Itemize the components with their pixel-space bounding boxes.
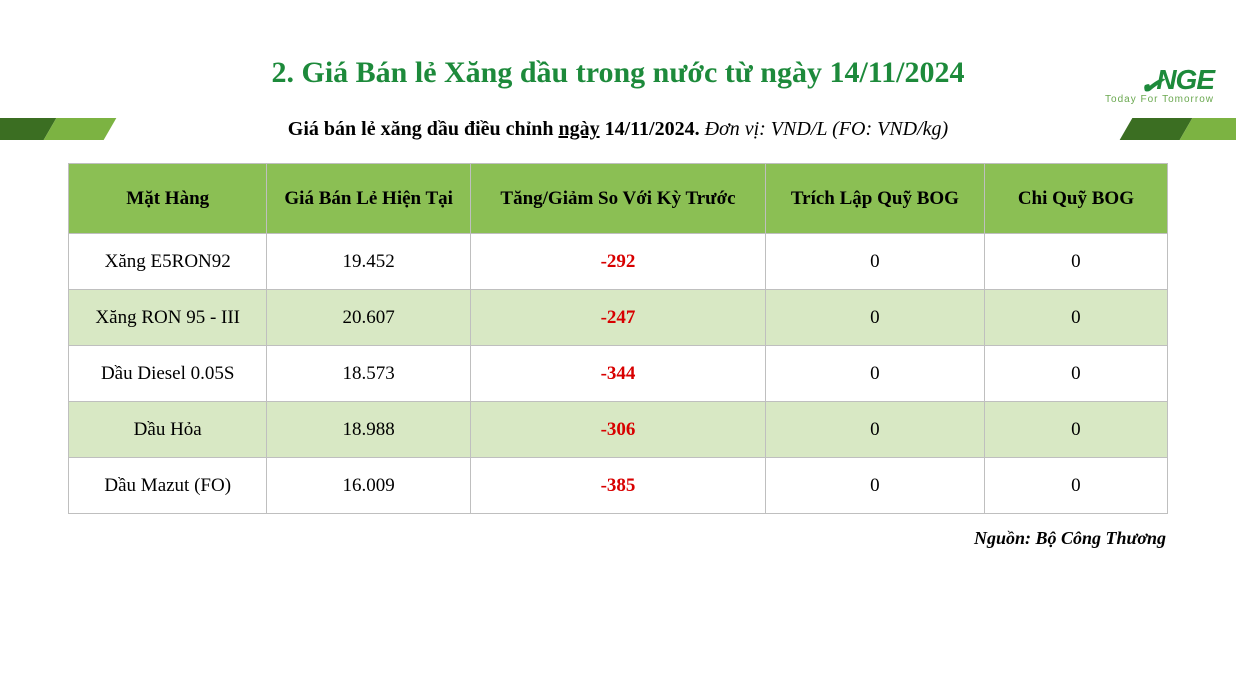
table-cell: 0 bbox=[984, 234, 1167, 290]
table-cell: 0 bbox=[766, 290, 985, 346]
table-cell: Dầu Mazut (FO) bbox=[69, 458, 267, 514]
table-row: Dầu Diesel 0.05S18.573 -344 00 bbox=[69, 346, 1168, 402]
price-table: Mặt Hàng Giá Bán Lẻ Hiện Tại Tăng/Giảm S… bbox=[68, 163, 1168, 514]
table-cell: 0 bbox=[984, 458, 1167, 514]
price-table-wrap: Mặt Hàng Giá Bán Lẻ Hiện Tại Tăng/Giảm S… bbox=[68, 163, 1168, 514]
table-cell: 18.988 bbox=[267, 402, 471, 458]
logo-check-icon: ✔ bbox=[1139, 73, 1162, 99]
table-cell: Xăng E5RON92 bbox=[69, 234, 267, 290]
col-header-delta: Tăng/Giảm So Với Kỳ Trước bbox=[470, 164, 765, 234]
table-cell: 0 bbox=[766, 346, 985, 402]
table-cell: -306 bbox=[470, 402, 765, 458]
delta-value: -306 bbox=[601, 419, 636, 440]
table-cell: 20.607 bbox=[267, 290, 471, 346]
subtitle-unit: Đơn vị: VND/L (FO: VND/kg) bbox=[700, 118, 949, 140]
page-title: 2. Giá Bán lẻ Xăng dầu trong nước từ ngà… bbox=[0, 56, 1236, 90]
stripe-light-left bbox=[44, 118, 117, 140]
col-header-bog-out: Chi Quỹ BOG bbox=[984, 164, 1167, 234]
table-row: Dầu Mazut (FO)16.009 -385 00 bbox=[69, 458, 1168, 514]
table-header-row: Mặt Hàng Giá Bán Lẻ Hiện Tại Tăng/Giảm S… bbox=[69, 164, 1168, 234]
table-row: Xăng RON 95 - III20.607 -247 00 bbox=[69, 290, 1168, 346]
brand-logo: ✔NGE Today For Tomorrow bbox=[1105, 64, 1214, 105]
table-cell: -344 bbox=[470, 346, 765, 402]
table-cell: Dầu Hỏa bbox=[69, 402, 267, 458]
logo-text: NGE bbox=[1156, 64, 1214, 96]
table-cell: -292 bbox=[470, 234, 765, 290]
table-body: Xăng E5RON9219.452-29200Xăng RON 95 - II… bbox=[69, 234, 1168, 514]
delta-value: -385 bbox=[601, 475, 636, 496]
delta-value: -344 bbox=[601, 363, 636, 384]
table-cell: 0 bbox=[984, 402, 1167, 458]
subtitle-underlined: ngày bbox=[558, 118, 599, 140]
table-cell: Xăng RON 95 - III bbox=[69, 290, 267, 346]
col-header-product: Mặt Hàng bbox=[69, 164, 267, 234]
table-cell: -385 bbox=[470, 458, 765, 514]
table-cell: 19.452 bbox=[267, 234, 471, 290]
table-row: Xăng E5RON9219.452 -292 00 bbox=[69, 234, 1168, 290]
table-cell: Dầu Diesel 0.05S bbox=[69, 346, 267, 402]
table-cell: 0 bbox=[766, 458, 985, 514]
table-cell: 0 bbox=[984, 290, 1167, 346]
source-label: Nguồn: Bộ Công Thương bbox=[0, 528, 1166, 549]
col-header-bog-in: Trích Lập Quỹ BOG bbox=[766, 164, 985, 234]
subtitle-date: 14/11/2024. bbox=[600, 118, 700, 140]
delta-value: -292 bbox=[601, 251, 636, 272]
table-cell: -247 bbox=[470, 290, 765, 346]
table-row: Dầu Hỏa18.988 -306 00 bbox=[69, 402, 1168, 458]
subtitle: Giá bán lẻ xăng dầu điều chỉnh ngày 14/1… bbox=[0, 118, 1236, 141]
table-cell: 0 bbox=[766, 234, 985, 290]
table-cell: 16.009 bbox=[267, 458, 471, 514]
col-header-price: Giá Bán Lẻ Hiện Tại bbox=[267, 164, 471, 234]
table-cell: 0 bbox=[766, 402, 985, 458]
table-cell: 0 bbox=[984, 346, 1167, 402]
delta-value: -247 bbox=[601, 307, 636, 328]
subtitle-prefix: Giá bán lẻ xăng dầu điều chỉnh bbox=[288, 118, 559, 140]
table-cell: 18.573 bbox=[267, 346, 471, 402]
